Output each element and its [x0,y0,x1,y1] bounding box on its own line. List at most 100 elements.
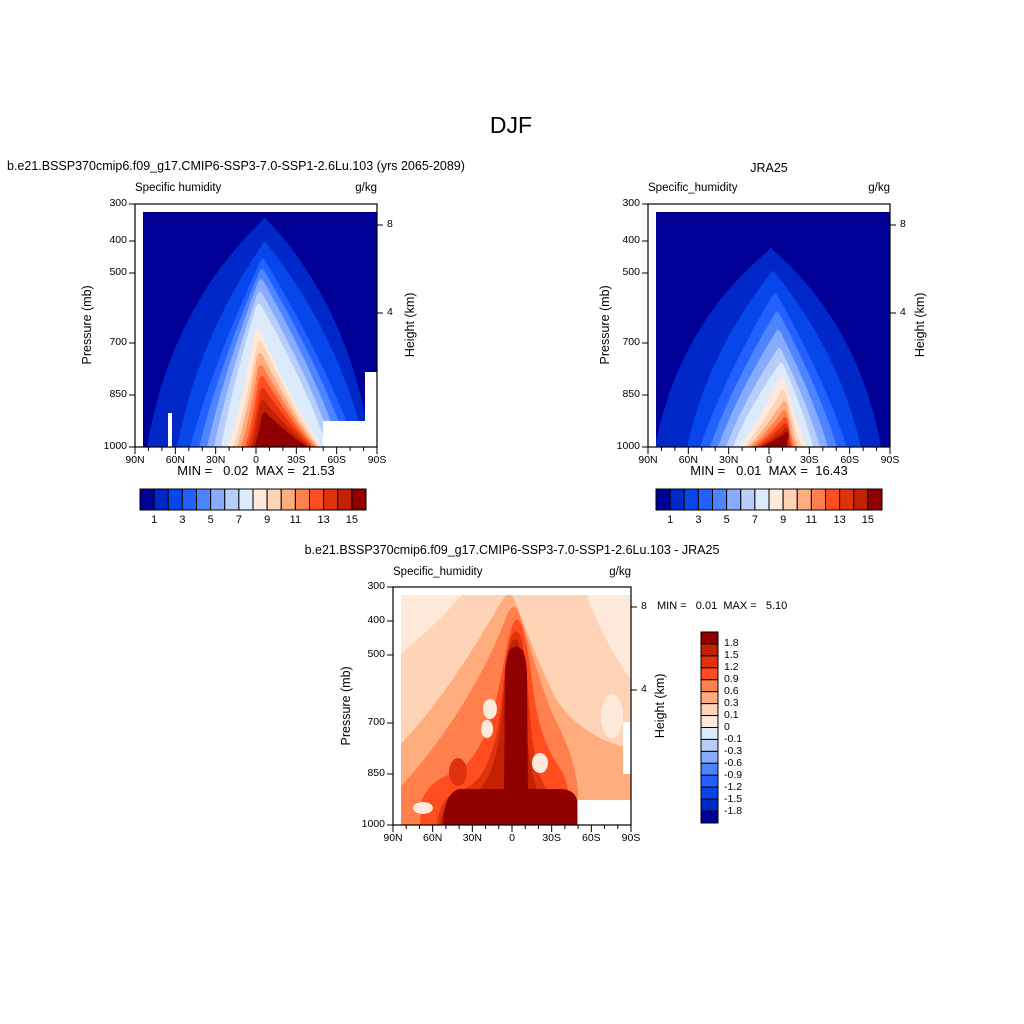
model-height-tick-label: 8 [387,218,393,230]
difference-pressure-tick-label: 400 [367,614,385,626]
difference-colorbar-label: -0.9 [724,768,743,781]
model-latitude-tick-label: 60S [327,454,346,466]
reference-latitude-tick-label: 90S [880,454,900,466]
reference-latitude-tick-label: 30S [799,454,819,466]
difference-colorbar-label: 0.1 [724,709,739,722]
model-colorbar-label: 13 [317,514,330,526]
difference-latitude-tick-label: 0 [509,832,515,844]
reference-contour-plot [642,203,896,454]
reference-units-label: g/kg [868,182,890,194]
difference-contour-field [401,595,631,825]
model-colorbar-label: 7 [235,514,242,526]
difference-height-tick-label: 8 [641,600,647,612]
difference-colorbar-label: 0.9 [724,673,739,686]
difference-latitude-tick-label: 30N [462,832,482,844]
model-units-label: g/kg [355,182,377,194]
reference-pressure-tick-label: 1000 [616,440,640,452]
reference-height-axis-title: Height (km) [913,292,928,358]
model-pressure-tick-label: 400 [109,234,127,246]
reference-colorbar-label: 7 [751,514,758,526]
reference-pressure-tick-label: 850 [622,388,640,400]
main-title: DJF [489,112,533,138]
model-colorbar [139,488,367,511]
reference-colorbar-label: 3 [695,514,702,526]
reference-pressure-tick-label: 500 [622,266,640,278]
reference-latitude-tick-label: 30N [719,454,739,466]
difference-pressure-tick-label: 300 [367,580,385,592]
difference-colorbar-label: 1.2 [724,661,739,674]
model-latitude-tick-label: 30N [206,454,226,466]
model-latitude-tick-label: 90N [125,454,145,466]
reference-latitude-tick-label: 90N [638,454,658,466]
model-latitude-tick-label: 60N [165,454,185,466]
difference-colorbar-label: 0.3 [724,697,739,710]
difference-latitude-tick-label: 60N [423,832,443,844]
model-height-axis-title: Height (km) [403,292,418,358]
reference-case-header: JRA25 [750,161,788,175]
model-colorbar-label: 15 [345,514,358,526]
model-contour-plot [129,203,383,454]
difference-colorbar-label: -0.1 [724,732,743,745]
model-pressure-axis-title: Pressure (mb) [80,285,95,365]
difference-latitude-tick-label: 30S [542,832,561,844]
model-colorbar-label: 11 [289,514,302,526]
difference-pressure-tick-label: 700 [367,716,385,728]
model-colorbar-label: 5 [207,514,214,526]
difference-latitude-tick-label: 90S [621,832,641,844]
difference-height-tick-label: 4 [641,683,647,695]
difference-pressure-axis-title: Pressure (mb) [339,666,354,746]
reference-colorbar-label: 13 [833,514,846,526]
model-pressure-tick-label: 500 [109,266,127,278]
difference-latitude-tick-label: 60S [581,832,601,844]
reference-latitude-tick-label: 60S [840,454,859,466]
difference-colorbar-label: 0.6 [724,685,739,698]
reference-height-tick-label: 4 [900,306,906,318]
model-colorbar-label: 1 [151,514,158,526]
reference-pressure-tick-label: 700 [622,336,640,348]
model-pressure-tick-label: 850 [109,388,127,400]
difference-pressure-tick-label: 500 [367,648,385,660]
difference-colorbar-label: -1.2 [724,780,743,793]
reference-field-label: Specific_humidity [648,182,738,194]
model-stats: MIN = 0.02 MAX = 21.53 [177,463,335,478]
model-colorbar-label: 3 [179,514,186,526]
reference-pressure-axis-title: Pressure (mb) [598,285,613,365]
reference-colorbar-label: 9 [780,514,787,526]
model-pressure-tick-label: 700 [109,336,127,348]
difference-field-label: Specific_humidity [393,566,483,578]
difference-height-axis-title: Height (km) [653,673,668,739]
model-case-header: b.e21.BSSP370cmip6.f09_g17.CMIP6-SSP3-7.… [7,159,465,173]
model-contour-field [143,212,377,447]
difference-colorbar-label: 1.5 [724,649,739,662]
difference-pressure-tick-label: 850 [367,767,385,779]
difference-latitude-tick-label: 90N [383,832,403,844]
difference-case-header: b.e21.BSSP370cmip6.f09_g17.CMIP6-SSP3-7.… [304,543,720,557]
model-field-label: Specific humidity [135,182,222,194]
reference-colorbar [655,488,883,511]
difference-colorbar-label: -1.5 [724,792,743,805]
model-latitude-tick-label: 90S [367,454,387,466]
reference-pressure-tick-label: 400 [622,234,640,246]
difference-colorbar [700,631,719,824]
reference-stats: MIN = 0.01 MAX = 16.43 [690,463,848,478]
model-height-tick-label: 4 [387,306,393,318]
difference-colorbar-label: -0.3 [724,744,743,757]
difference-stats: MIN = 0.01 MAX = 5.10 [657,600,788,612]
model-pressure-tick-label: 1000 [103,440,127,452]
reference-latitude-tick-label: 60N [678,454,698,466]
difference-contour-plot [387,586,637,832]
reference-height-tick-label: 8 [900,218,906,230]
model-pressure-tick-label: 300 [109,197,127,209]
reference-colorbar-label: 15 [861,514,874,526]
reference-contour-field [656,212,890,447]
reference-colorbar-label: 1 [667,514,674,526]
reference-latitude-tick-label: 0 [766,454,772,466]
difference-pressure-tick-label: 1000 [361,818,385,830]
difference-units-label: g/kg [609,566,631,578]
difference-colorbar-label: -0.6 [724,756,743,769]
reference-colorbar-label: 5 [723,514,730,526]
model-latitude-tick-label: 0 [253,454,259,466]
difference-colorbar-label: 0 [724,721,730,733]
reference-pressure-tick-label: 300 [622,197,640,209]
